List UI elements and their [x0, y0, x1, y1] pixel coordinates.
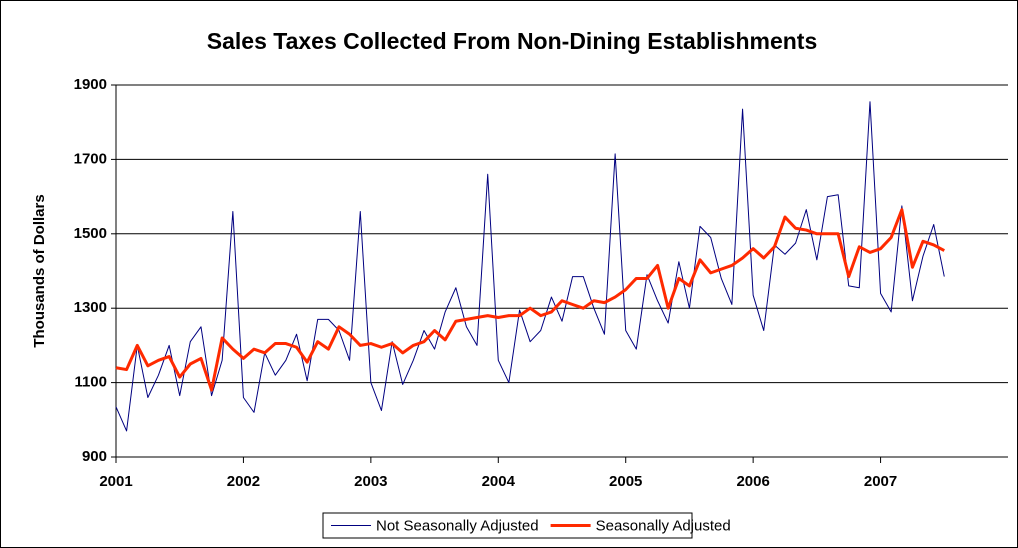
x-tick-label: 2004 [482, 473, 516, 490]
legend-label: Not Seasonally Adjusted [376, 517, 539, 534]
y-axis-label: Thousands of Dollars [31, 194, 48, 347]
y-tick-label: 1900 [74, 76, 107, 93]
series-line [115, 208, 945, 392]
legend-box [322, 512, 693, 539]
x-tick-label: 2006 [736, 473, 769, 490]
x-tick-label: 2001 [99, 473, 132, 490]
series-line [115, 101, 945, 432]
x-tick-label: 2005 [609, 473, 642, 490]
chart-title: Sales Taxes Collected From Non-Dining Es… [207, 28, 818, 54]
y-tick-label: 1500 [74, 225, 107, 242]
x-tick-label: 2002 [227, 473, 260, 490]
legend-label: Seasonally Adjusted [596, 517, 731, 534]
y-tick-label: 1700 [74, 150, 107, 167]
x-tick-label: 2003 [354, 473, 387, 490]
y-tick-label: 1100 [74, 374, 107, 391]
y-tick-label: 900 [82, 448, 107, 465]
x-tick-label: 2007 [864, 473, 897, 490]
y-tick-label: 1300 [74, 299, 107, 316]
